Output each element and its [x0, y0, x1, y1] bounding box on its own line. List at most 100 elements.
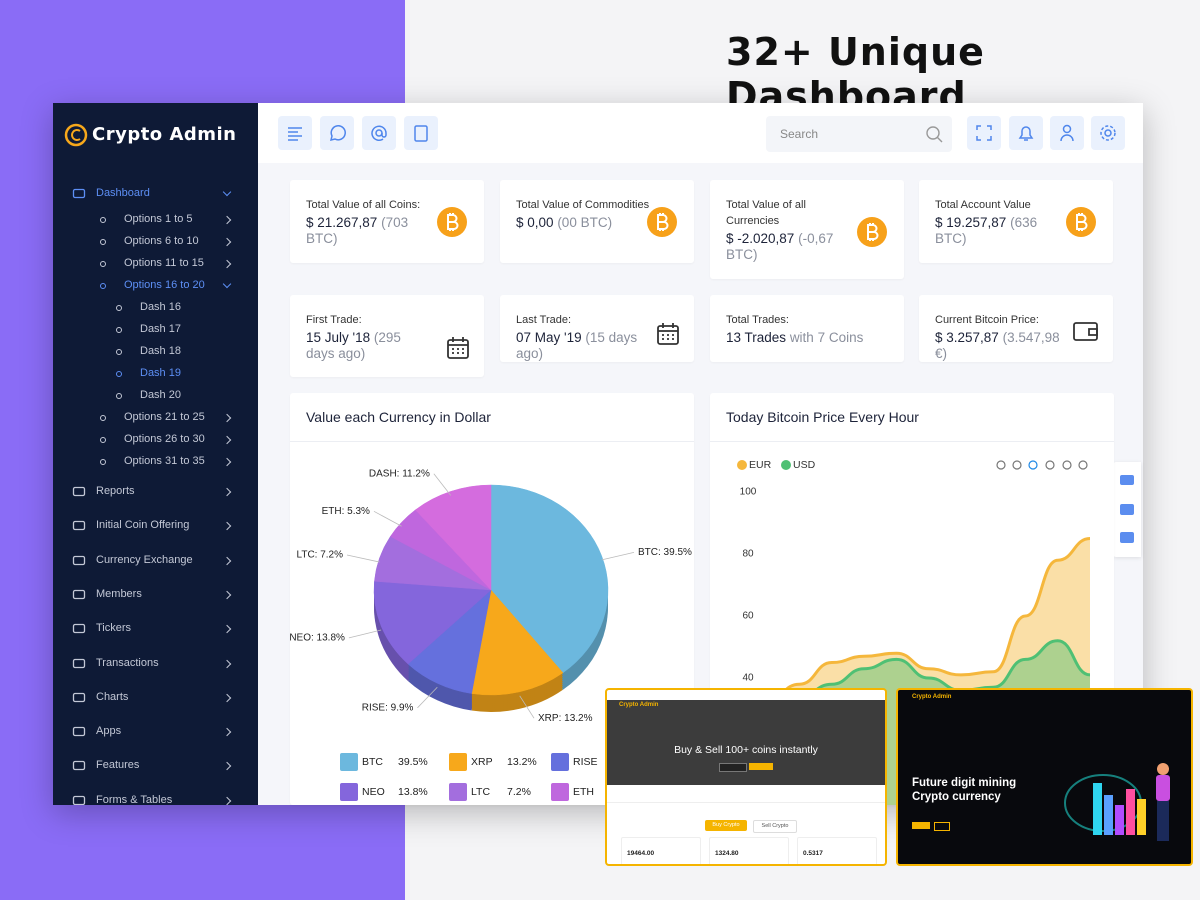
submenu-item[interactable]: Dash 17	[140, 323, 181, 335]
thumb-tab: Sell Crypto	[753, 820, 797, 833]
glyph	[1060, 134, 1074, 142]
submenu-item[interactable]: Options 16 to 20	[124, 279, 205, 291]
glyph	[936, 136, 943, 143]
icon	[329, 125, 346, 142]
submenu-item[interactable]: Dash 20	[140, 389, 181, 401]
glyph	[375, 129, 383, 137]
chevron	[222, 457, 232, 467]
leader-line	[601, 551, 635, 561]
search-box[interactable]: Search	[766, 116, 952, 152]
stat-value-sub: (295 days ago)	[306, 330, 401, 361]
glyph	[1100, 125, 1116, 141]
submenu-item[interactable]: Dash 18	[140, 345, 181, 357]
thumb-button	[934, 822, 950, 831]
icon-button[interactable]	[1091, 116, 1125, 150]
submenu-item[interactable]: Options 1 to 5	[124, 213, 193, 225]
menu-item[interactable]: Charts	[96, 690, 129, 703]
icon-button[interactable]	[320, 116, 354, 150]
icon	[72, 726, 86, 737]
stat-value-sub: (3.547,98 €)	[935, 330, 1060, 361]
stat-title: Total Trades:	[726, 314, 789, 326]
icon-button[interactable]	[278, 116, 312, 150]
toolbar-icon[interactable]	[1045, 460, 1055, 470]
icon-button[interactable]	[1009, 116, 1043, 150]
icon	[72, 589, 86, 600]
stat-title: Current Bitcoin Price:	[935, 314, 1039, 326]
icon-button[interactable]	[967, 116, 1001, 150]
icon	[926, 126, 943, 143]
thumb-price-card	[709, 837, 789, 864]
thumbnail-mining: Crypto Admin Future digit mining Crypto cu…	[896, 688, 1193, 866]
thumb-art	[1115, 805, 1124, 835]
toolbar-icon[interactable]	[1012, 460, 1022, 470]
icon-button[interactable]	[1050, 116, 1084, 150]
bullet	[100, 261, 106, 267]
menu-item[interactable]: Apps	[96, 725, 122, 738]
pie-slice	[471, 589, 564, 696]
icon	[657, 323, 679, 345]
chevron	[222, 487, 232, 497]
menu-icon	[72, 555, 86, 565]
y-tick-label: 60	[742, 611, 754, 622]
menu-item[interactable]: Tickers	[96, 622, 132, 635]
stat-value-main: 07 May '19	[516, 330, 582, 345]
menu-icon	[72, 761, 86, 771]
bullet	[100, 437, 106, 443]
menu-item[interactable]: Currency Exchange	[96, 553, 193, 566]
pie-slice	[414, 484, 492, 591]
stat-value-sub: (-0,67 BTC)	[726, 231, 834, 262]
bullet	[100, 459, 106, 465]
toolbar-icon[interactable]	[1028, 460, 1038, 470]
chevron	[222, 215, 232, 225]
thumb-button	[912, 822, 930, 829]
stat-value-sub: (00 BTC)	[557, 215, 613, 230]
stat-value-main: $ 3.257,87	[935, 330, 999, 345]
bullet	[116, 371, 122, 377]
icon	[437, 207, 467, 237]
stat-value-main: $ 19.257,87	[935, 215, 1007, 230]
stat-value: $ 19.257,87 (636 BTC)	[935, 215, 1060, 247]
stat-value: 07 May '19 (15 days ago)	[516, 330, 641, 362]
submenu-item[interactable]: Options 21 to 25	[124, 411, 205, 423]
menu-item[interactable]: Members	[96, 587, 142, 600]
chevron	[222, 279, 232, 289]
thumb-art	[1157, 763, 1169, 775]
submenu-item[interactable]: Options 26 to 30	[124, 433, 205, 445]
chevron	[222, 556, 232, 565]
legend-marker	[737, 460, 747, 470]
thumb-hero-text: Future digit mining	[912, 777, 1017, 789]
stat-value-main: 15 July '18	[306, 330, 371, 345]
icon-button[interactable]	[404, 116, 438, 150]
submenu-item[interactable]: Dash 19	[140, 367, 181, 379]
thumb-price: 0.5317	[803, 850, 823, 857]
toolbar-icon[interactable]	[1078, 460, 1088, 470]
legend-label: NEO	[362, 786, 385, 798]
leader-line	[433, 473, 452, 496]
menu-item[interactable]: Dashboard	[96, 187, 150, 199]
leader-line	[348, 629, 382, 639]
thumb-art	[1093, 783, 1102, 835]
menu-item[interactable]: Initial Coin Offering	[96, 519, 190, 532]
icon	[1064, 763, 1170, 841]
icon-button[interactable]	[362, 116, 396, 150]
submenu-item[interactable]: Dash 16	[140, 301, 181, 313]
slice-label: LTC: 7.2%	[297, 550, 344, 561]
glyph	[987, 125, 992, 130]
brand: Crypto Admin	[92, 124, 237, 145]
menu-item[interactable]: Reports	[96, 485, 135, 497]
submenu-item[interactable]: Options 11 to 15	[124, 257, 204, 269]
menu-item[interactable]: Transactions	[96, 656, 159, 669]
menu-item[interactable]: Forms & Tables	[96, 793, 173, 805]
leader-line	[373, 510, 402, 527]
menu-item[interactable]: Features	[96, 759, 140, 772]
thumbnail-exchange: Crypto Admin Buy & Sell 100+ coins instan…	[605, 688, 887, 866]
bullet	[100, 217, 106, 223]
submenu-item[interactable]: Options 31 to 35	[124, 455, 205, 467]
toolbar-icon[interactable]	[996, 460, 1006, 470]
toolbar-icon[interactable]	[1062, 460, 1072, 470]
calendar-glyph	[448, 337, 468, 354]
stat-value: $ 0,00 (00 BTC)	[516, 215, 641, 231]
thumb-art	[1157, 801, 1169, 841]
submenu-item[interactable]: Options 6 to 10	[124, 235, 199, 247]
divider	[290, 441, 694, 442]
